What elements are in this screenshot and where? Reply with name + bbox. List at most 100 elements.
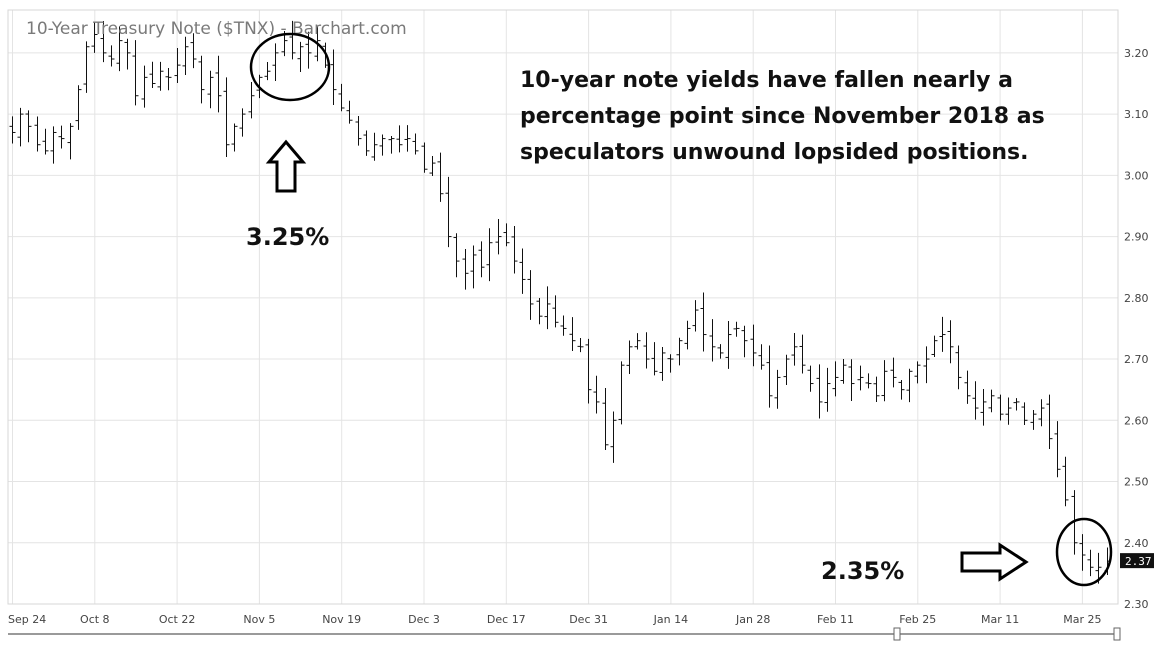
- x-tick-label: Mar 25: [1063, 613, 1101, 626]
- price-bar: [725, 321, 732, 369]
- top-highlight-circle: [249, 32, 331, 102]
- price-bar: [453, 233, 460, 278]
- annotation-low-yield: 2.35%: [821, 557, 904, 585]
- x-tick-label: Dec 3: [408, 613, 440, 626]
- y-tick-label: 2.70: [1124, 353, 1149, 366]
- x-tick-label: Sep 24: [8, 613, 46, 626]
- price-bar: [544, 286, 551, 330]
- price-bar: [783, 354, 790, 386]
- price-bar: [239, 108, 246, 137]
- price-bar: [141, 65, 148, 108]
- price-bar: [881, 360, 888, 402]
- price-bar: [980, 389, 987, 426]
- price-bar: [437, 152, 444, 202]
- y-tick-label: 2.50: [1124, 476, 1149, 489]
- price-bar: [363, 130, 370, 156]
- scrollbar-right-handle[interactable]: [1113, 627, 1121, 641]
- x-tick-label: Oct 8: [80, 613, 110, 626]
- price-bar: [923, 346, 930, 384]
- price-bar: [1013, 398, 1020, 411]
- price-bar: [264, 62, 271, 81]
- x-tick-label: Jan 28: [735, 613, 770, 626]
- price-bar: [552, 295, 559, 328]
- price-bar: [741, 325, 748, 358]
- price-bar: [379, 134, 386, 156]
- x-tick-label: Oct 22: [159, 613, 196, 626]
- price-bar: [536, 297, 543, 325]
- time-scrollbar[interactable]: [8, 627, 1121, 641]
- plot-area-border: [7, 9, 1119, 605]
- price-bar: [231, 123, 238, 152]
- price-bar: [182, 36, 189, 76]
- price-bar: [132, 40, 139, 106]
- price-bar: [848, 359, 855, 401]
- price-bar: [338, 83, 345, 112]
- price-bar: [34, 116, 41, 152]
- price-bar: [174, 48, 181, 83]
- price-bar: [700, 292, 707, 352]
- price-bar: [157, 61, 164, 91]
- price-bar: [207, 70, 214, 109]
- price-bar: [988, 389, 995, 413]
- price-bar: [470, 245, 477, 289]
- price-bar: [346, 100, 353, 124]
- up-arrow-icon: [265, 139, 307, 193]
- price-bars: [9, 20, 1111, 584]
- price-bar: [758, 344, 765, 370]
- x-tick-label: Nov 19: [322, 613, 361, 626]
- price-bar: [100, 20, 107, 63]
- chart-note-line-1: 10-year note yields have fallen nearly a: [520, 68, 1013, 93]
- price-bar: [626, 340, 633, 374]
- price-bar: [1087, 549, 1094, 577]
- y-tick-label: 3.20: [1124, 47, 1149, 60]
- price-bar: [1005, 397, 1012, 425]
- y-tick-label: 3.00: [1124, 169, 1149, 182]
- price-bar: [495, 218, 502, 255]
- price-bar: [692, 300, 699, 332]
- price-bar: [964, 370, 971, 404]
- price-bar: [50, 126, 57, 164]
- price-bar: [519, 248, 526, 294]
- price-bar: [832, 361, 839, 397]
- price-bar: [667, 354, 674, 373]
- price-bar: [116, 26, 123, 72]
- price-bar: [931, 335, 938, 357]
- price-bar: [297, 41, 304, 72]
- price-bar: [1021, 402, 1028, 425]
- x-axis: Sep 24 Oct 8 Oct 22 Nov 5 Nov 19 Dec 3 Dec 17 D…: [8, 613, 1102, 626]
- price-bar: [42, 128, 49, 155]
- y-tick-label: 2.90: [1124, 231, 1149, 244]
- price-bar: [824, 367, 831, 412]
- price-bar: [585, 338, 592, 404]
- price-bar: [733, 321, 740, 337]
- price-bar: [602, 388, 609, 450]
- price-bar: [1046, 394, 1053, 450]
- price-bar: [355, 116, 362, 146]
- price-bar: [807, 365, 814, 392]
- price-bar: [9, 116, 16, 144]
- price-bar: [215, 55, 222, 113]
- price-bar: [330, 49, 337, 105]
- price-bar: [1079, 534, 1086, 571]
- price-bar: [412, 133, 419, 155]
- x-tick-label: Mar 11: [981, 613, 1019, 626]
- price-bar: [955, 345, 962, 390]
- price-bar: [25, 110, 32, 143]
- y-tick-label: 2.80: [1124, 292, 1149, 305]
- price-bar: [429, 155, 436, 176]
- price-bar: [511, 225, 518, 274]
- price-bar: [816, 364, 823, 419]
- price-bar: [569, 317, 576, 352]
- price-bar: [577, 337, 584, 353]
- right-arrow-icon: [960, 542, 1029, 582]
- price-bar: [486, 228, 493, 282]
- price-bar: [898, 379, 905, 400]
- price-bar: [972, 381, 979, 420]
- price-bar: [421, 142, 428, 173]
- price-bar: [272, 43, 279, 82]
- price-bar: [108, 45, 115, 67]
- price-bar: [610, 411, 617, 463]
- scrollbar-left-handle[interactable]: [893, 627, 901, 641]
- price-bar: [396, 125, 403, 153]
- y-tick-label: 2.60: [1124, 414, 1149, 427]
